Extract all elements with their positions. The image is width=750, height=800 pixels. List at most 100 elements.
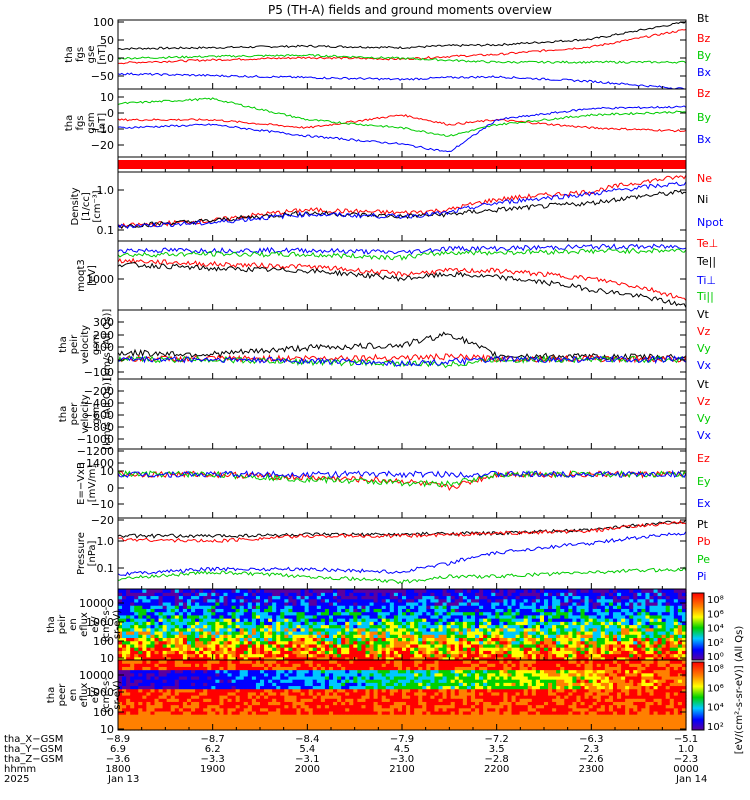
spectrogram-cell xyxy=(312,682,318,687)
spectrogram-cell xyxy=(264,605,269,609)
spectrogram-cell xyxy=(191,650,196,655)
spectrogram-cell xyxy=(483,656,488,661)
spectrogram-cell xyxy=(170,679,176,683)
spectrogram-cell xyxy=(665,595,671,600)
spectrogram-cell xyxy=(130,630,135,635)
spectrogram-cell xyxy=(203,643,208,648)
spectrogram-cell xyxy=(247,614,253,619)
spectrogram-cell xyxy=(134,605,139,609)
spectrogram-cell xyxy=(268,614,273,619)
spectrogram-cell xyxy=(552,650,557,655)
spectrogram-cell xyxy=(150,589,156,593)
spectrogram-cell xyxy=(377,717,383,722)
legend-vy: Vy xyxy=(697,412,711,425)
spectrogram-cell xyxy=(649,618,655,622)
spectrogram-cell xyxy=(272,710,277,715)
spectrogram-cell xyxy=(592,595,598,600)
spectrogram-cell xyxy=(215,704,221,709)
spectrogram-cell xyxy=(556,592,561,597)
spectrogram-cell xyxy=(645,589,651,593)
spectrogram-cell xyxy=(604,653,610,658)
spectrogram-cell xyxy=(475,601,480,606)
spectrogram-cell xyxy=(341,640,346,645)
spectrogram-cell xyxy=(312,679,318,683)
spectrogram-cell xyxy=(503,598,509,603)
spectrogram-cell xyxy=(649,643,655,648)
spectrogram-cell xyxy=(231,669,237,674)
spectrogram-cell xyxy=(272,647,277,651)
spectrogram-cell xyxy=(320,695,326,699)
spectrogram-cell xyxy=(122,630,127,635)
spectrogram-cell xyxy=(300,653,306,658)
spectrogram-cell xyxy=(126,675,131,680)
spectrogram-cell xyxy=(629,621,634,626)
spectrogram-cell xyxy=(292,707,298,712)
spectrogram-cell xyxy=(357,720,363,725)
spectrogram-cell xyxy=(154,660,160,664)
spectrogram-cell xyxy=(304,650,310,655)
spectrogram-cell xyxy=(349,618,354,622)
spectrogram-cell xyxy=(320,720,326,725)
spectrogram-cell xyxy=(316,618,322,622)
spectrogram-cell xyxy=(158,704,164,709)
spectrogram-cell xyxy=(349,614,354,619)
spectrogram-cell xyxy=(211,630,216,635)
spectrogram-cell xyxy=(576,643,582,648)
y-axis-label-line: [km/s (All Qs)] xyxy=(102,309,113,381)
legend-pb: Pb xyxy=(697,535,711,548)
spectrogram-cell xyxy=(584,618,590,622)
spectrogram-cell xyxy=(170,608,176,613)
spectrogram-cell xyxy=(523,592,529,597)
spectrogram-cell xyxy=(337,618,342,622)
spectrogram-cell xyxy=(349,726,354,731)
spectrogram-cell xyxy=(564,592,569,597)
spectrogram-cell xyxy=(426,627,431,632)
spectrogram-cell xyxy=(170,643,176,648)
spectrogram-cell xyxy=(328,621,334,626)
spectrogram-cell xyxy=(162,630,168,635)
spectrogram-cell xyxy=(418,630,423,635)
spectrogram-cell xyxy=(296,717,302,722)
spectrogram-cell xyxy=(166,595,172,600)
spectrogram-cell xyxy=(462,653,468,658)
spectrogram-cell xyxy=(308,592,314,597)
spectrogram-cell xyxy=(337,682,342,687)
spectrogram-cell xyxy=(276,637,281,642)
spectrogram-cell xyxy=(629,589,634,593)
spectrogram-cell xyxy=(138,653,143,658)
spectrogram-cell xyxy=(243,656,249,661)
spectrogram-cell xyxy=(434,650,440,655)
spectrogram-cell xyxy=(328,701,334,706)
spectrogram-cell xyxy=(308,723,314,728)
spectrogram-cell xyxy=(381,695,387,699)
spectrogram-cell xyxy=(284,647,289,651)
spectrogram-cell xyxy=(402,640,407,645)
spectrogram-cell xyxy=(681,598,687,603)
spectrogram-cell xyxy=(361,675,367,680)
spectrogram-cell xyxy=(304,630,310,635)
spectrogram-cell xyxy=(174,656,180,661)
spectrogram-cell xyxy=(276,601,281,606)
spectrogram-cell xyxy=(328,605,334,609)
spectrogram-cell xyxy=(203,704,208,709)
spectrogram-cell xyxy=(146,704,152,709)
spectrogram-cell xyxy=(596,598,602,603)
spectrogram-cell xyxy=(572,605,578,609)
spectrogram-cell xyxy=(166,698,172,702)
y-axis-label-line: tha xyxy=(58,406,69,422)
spectrogram-cell xyxy=(268,714,273,718)
spectrogram-cell xyxy=(661,634,667,639)
spectrogram-cell xyxy=(320,614,326,619)
spectrogram-cell xyxy=(333,653,338,658)
y-axis-label-line: gsm xyxy=(91,334,102,355)
spectrogram-cell xyxy=(527,601,533,606)
spectrogram-cell xyxy=(531,592,537,597)
spectrogram-cell xyxy=(182,608,188,613)
spectrogram-cell xyxy=(255,688,261,693)
spectrogram-cell xyxy=(191,627,196,632)
spectrogram-cell xyxy=(203,691,208,696)
spectrogram-cell xyxy=(251,640,257,645)
spectrogram-cell xyxy=(178,621,184,626)
spectrogram-cell xyxy=(389,601,395,606)
spectrogram-cell xyxy=(564,630,569,635)
